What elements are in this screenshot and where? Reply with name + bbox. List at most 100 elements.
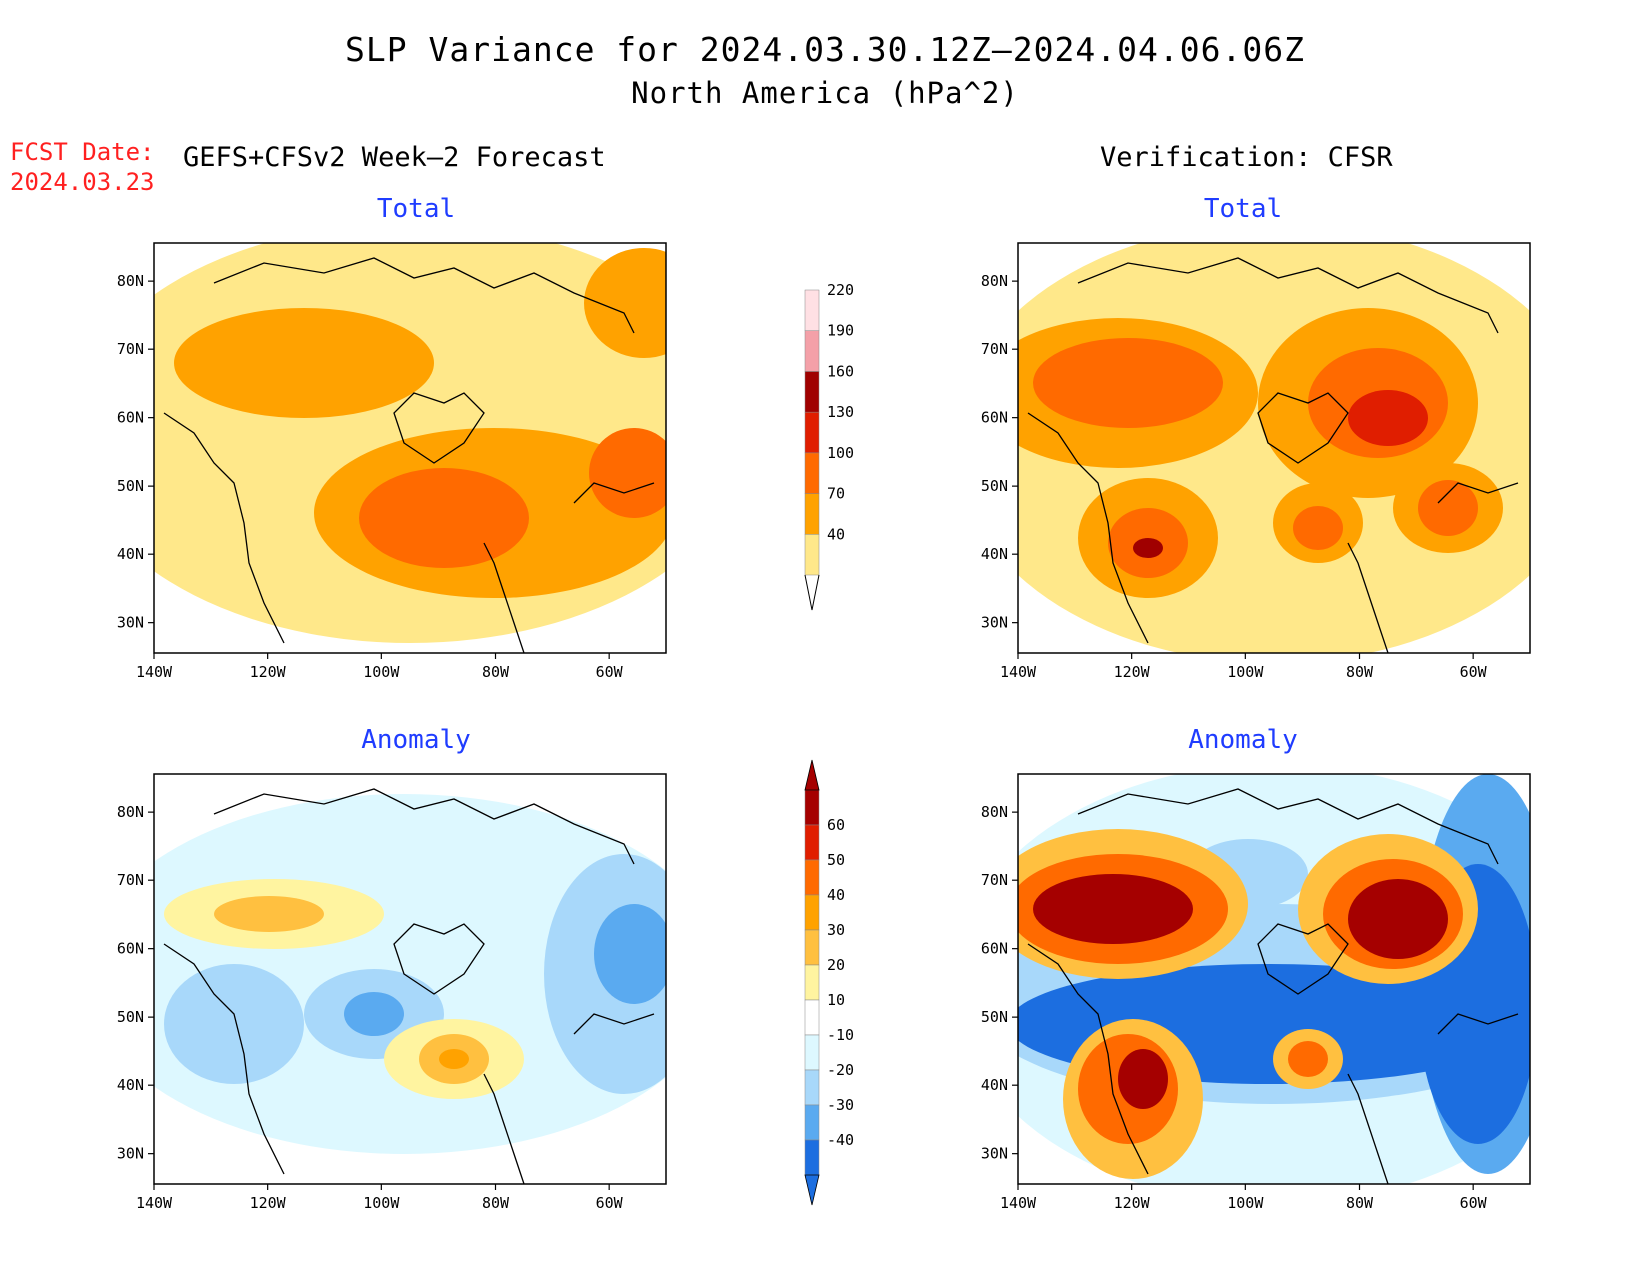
panel-title-verification-total: Total (1203, 194, 1283, 224)
map-panel-forecast-total: 140W 120W 100W 80W 60W 80N 70N 60N 50N 40N 30N (117, 242, 667, 681)
main-title: SLP Variance for 2024.03.30.12Z–2024.04.… (345, 30, 1305, 69)
contour-area (344, 992, 404, 1036)
colorbar-swatch (804, 534, 820, 576)
contour-area (1033, 338, 1223, 428)
lat-tick-label: 30N (117, 1145, 144, 1163)
lon-tick-label: 140W (136, 1194, 173, 1212)
colorbar-swatch (804, 452, 820, 494)
main-subtitle: North America (hPa^2) (631, 76, 1019, 110)
shaded-field (154, 788, 666, 1184)
lon-tick-label: 120W (1114, 1194, 1151, 1212)
lon-tick-label: 100W (1227, 1194, 1264, 1212)
lat-tick-label: 60N (117, 409, 144, 427)
colorbar-swatch (804, 1034, 820, 1071)
lat-tick-label: 40N (981, 1076, 1008, 1094)
contour-area (1118, 1049, 1168, 1109)
colorbar-swatch (804, 330, 820, 372)
shaded-field (1018, 774, 1530, 1184)
colorbar-label: 10 (827, 991, 845, 1009)
lon-tick-label: 60W (1460, 663, 1488, 681)
lat-tick-label: 50N (981, 1008, 1008, 1026)
colorbar-swatch (804, 1104, 820, 1141)
lat-tick-label: 80N (981, 272, 1008, 290)
forecast-date-label: FCST Date: (10, 138, 155, 166)
contour-area (1418, 480, 1478, 536)
colorbar-swatch (804, 493, 820, 535)
lon-tick-label: 100W (1227, 663, 1264, 681)
colorbar-label: 70 (827, 485, 845, 503)
colorbar-arrow (804, 574, 820, 611)
panel-title-verification-anomaly: Anomaly (1188, 725, 1298, 755)
colorbar-anomaly: 60 50 40 30 20 10 -10 -20 -30 -40 (804, 759, 854, 1206)
contour-area (589, 428, 666, 518)
colorbar-swatch (804, 999, 820, 1036)
lon-tick-label: 100W (363, 663, 400, 681)
map-frame (1017, 773, 1531, 1185)
lat-tick-label: 50N (981, 477, 1008, 495)
lon-tick-label: 140W (136, 663, 173, 681)
lat-tick-label: 60N (981, 409, 1008, 427)
lat-tick-label: 80N (981, 803, 1008, 821)
contour-area (1133, 538, 1163, 558)
colorbar-swatch (804, 824, 820, 861)
lat-tick-label: 40N (981, 545, 1008, 563)
lat-tick-label: 50N (117, 1008, 144, 1026)
colorbar-swatch (804, 929, 820, 966)
colorbar-swatch (804, 1069, 820, 1106)
colorbar-label: 160 (827, 362, 854, 380)
lat-tick-label: 40N (117, 545, 144, 563)
coastline (1027, 257, 1519, 653)
lat-tick-label: 70N (981, 340, 1008, 358)
colorbar-total: 40 70 100 130 160 190 220 (804, 281, 854, 611)
colorbar-label: 30 (827, 921, 845, 939)
forecast-date-value: 2024.03.23 (10, 168, 155, 196)
colorbar-label: -40 (827, 1131, 854, 1149)
lat-tick-label: 50N (117, 477, 144, 495)
contour-area (1348, 390, 1428, 446)
contour-area (1348, 879, 1448, 959)
contour-area (1288, 1041, 1328, 1077)
colorbar-swatch (804, 1139, 820, 1176)
lat-tick-label: 80N (117, 803, 144, 821)
lon-tick-label: 80W (1346, 1194, 1374, 1212)
lat-tick-label: 80N (117, 272, 144, 290)
contour-area (359, 468, 529, 568)
lon-tick-label: 140W (1000, 1194, 1037, 1212)
contour-area (164, 964, 304, 1084)
lat-tick-label: 70N (981, 871, 1008, 889)
lat-tick-label: 70N (117, 871, 144, 889)
colorbar-label: -30 (827, 1096, 854, 1114)
lon-tick-label: 120W (1114, 663, 1151, 681)
colorbar-swatch (804, 859, 820, 896)
coastline (163, 788, 655, 1184)
colorbar-label: 20 (827, 956, 845, 974)
coastline (1027, 788, 1519, 1184)
map-frame (153, 773, 667, 1185)
map-frame (153, 242, 667, 654)
colorbar-swatch (804, 964, 820, 1001)
map-frame (1017, 242, 1531, 654)
contour-area (174, 308, 434, 418)
lon-tick-label: 80W (1346, 663, 1374, 681)
verification-column-header: Verification: CFSR (1100, 142, 1393, 173)
lon-tick-label: 60W (596, 663, 624, 681)
lat-tick-label: 60N (117, 940, 144, 958)
lon-tick-label: 80W (482, 663, 510, 681)
lat-tick-label: 60N (981, 940, 1008, 958)
colorbar-label: 130 (827, 403, 854, 421)
colorbar-label: 60 (827, 816, 845, 834)
map-panel-forecast-anomaly: 140W 120W 100W 80W 60W 80N 70N 60N 50N 40N 30N (117, 773, 667, 1212)
colorbar-label: 40 (827, 525, 845, 543)
lon-tick-label: 60W (1460, 1194, 1488, 1212)
lon-tick-label: 140W (1000, 663, 1037, 681)
lat-tick-label: 30N (981, 614, 1008, 632)
colorbar-swatch (804, 289, 820, 331)
colorbar-label: 220 (827, 281, 854, 299)
lat-tick-label: 30N (981, 1145, 1008, 1163)
colorbar-label: 190 (827, 322, 854, 340)
panel-title-forecast-total: Total (376, 194, 456, 224)
panel-title-forecast-anomaly: Anomaly (361, 725, 471, 755)
contour-area (214, 896, 324, 932)
map-panel-verification-anomaly: 140W 120W 100W 80W 60W 80N 70N 60N 50N 40N 30N (981, 773, 1531, 1212)
colorbar-label: 100 (827, 444, 854, 462)
